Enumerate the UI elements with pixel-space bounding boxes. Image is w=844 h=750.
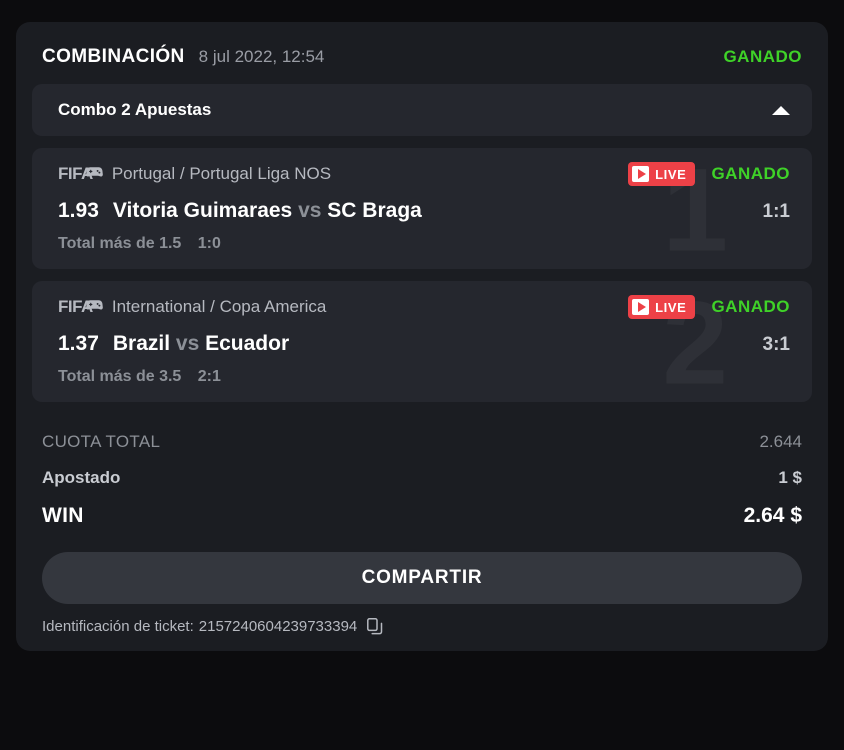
bet-status: GANADO <box>711 297 790 316</box>
fifa-icon: FIFA <box>58 164 103 184</box>
bet-teams: Vitoria Guimaraes vs SC Braga <box>113 199 422 223</box>
away-team: SC Braga <box>327 199 422 222</box>
fifa-wordmark: FIFA <box>58 164 93 183</box>
win-row: WIN 2.64 $ <box>42 496 802 536</box>
bet-status: GANADO <box>711 164 790 183</box>
bet-league: International / Copa America <box>111 297 327 316</box>
total-odds-value: 2.644 <box>759 432 802 451</box>
staked-value: 1 $ <box>778 468 802 487</box>
bet-odds: 1.93 <box>58 199 99 222</box>
gamepad-icon <box>86 165 103 183</box>
share-button-label: COMPARTIR <box>361 567 483 588</box>
ticket-id-label: Identificación de ticket: <box>42 618 194 635</box>
live-badge: LIVE <box>628 162 696 186</box>
ticket-id-row: Identificación de ticket: 21572406042397… <box>16 604 828 651</box>
bet-market-score: 2:1 <box>197 368 221 385</box>
share-button[interactable]: COMPARTIR <box>42 552 802 604</box>
staked-row: Apostado 1 $ <box>42 460 802 496</box>
combo-toggle-bar[interactable]: Combo 2 Apuestas <box>32 84 812 136</box>
live-label: LIVE <box>655 166 687 182</box>
ticket-type-label: COMBINACIÓN <box>42 46 185 67</box>
vs-label: vs <box>298 199 328 222</box>
bet-market-name: Total más de 1.5 <box>58 235 182 252</box>
ticket-summary: CUOTA TOTAL 2.644 Apostado 1 $ WIN 2.64 … <box>16 414 828 536</box>
ticket-id-value: 2157240604239733394 <box>198 618 358 635</box>
play-icon <box>632 299 650 315</box>
bet-selection: 1.37 Brazil vs Ecuador 3:1 <box>58 332 790 356</box>
chevron-up-icon[interactable] <box>772 105 790 115</box>
play-icon <box>632 166 650 182</box>
ticket-header: COMBINACIÓN 8 jul 2022, 12:54 GANADO <box>16 36 828 84</box>
live-label: LIVE <box>655 299 687 315</box>
bet-row[interactable]: 2 FIFA International / Copa Ameri <box>32 281 812 402</box>
bet-odds: 1.37 <box>58 332 99 355</box>
bet-market-name: Total más de 3.5 <box>58 368 182 385</box>
win-value: 2.64 $ <box>743 504 802 527</box>
away-team: Ecuador <box>205 332 290 355</box>
bet-header: FIFA Portugal / Portugal Liga NOS <box>58 162 790 186</box>
gamepad-icon <box>86 298 103 316</box>
bet-score: 3:1 <box>762 334 790 355</box>
home-team: Brazil <box>112 332 171 355</box>
home-team: Vitoria Guimaraes <box>112 199 293 222</box>
bet-league: Portugal / Portugal Liga NOS <box>111 164 332 183</box>
combo-label: Combo 2 Apuestas <box>58 100 212 119</box>
bet-selection: 1.93 Vitoria Guimaraes vs SC Braga 1:1 <box>58 199 790 223</box>
ticket-status-badge: GANADO <box>723 47 802 66</box>
win-label: WIN <box>42 504 84 527</box>
bet-market-row: Total más de 1.5 1:0 <box>58 235 790 253</box>
bet-teams: Brazil vs Ecuador <box>113 332 289 356</box>
bet-market-row: Total más de 3.5 2:1 <box>58 368 790 386</box>
staked-label: Apostado <box>42 468 121 487</box>
bet-market-score: 1:0 <box>197 235 221 252</box>
live-badge: LIVE <box>628 295 696 319</box>
bet-header: FIFA International / Copa America <box>58 295 790 319</box>
fifa-wordmark: FIFA <box>58 297 93 316</box>
fifa-icon: FIFA <box>58 297 103 317</box>
total-odds-label: CUOTA TOTAL <box>42 432 161 451</box>
bet-score: 1:1 <box>762 201 790 222</box>
vs-label: vs <box>175 332 206 355</box>
copy-icon[interactable] <box>367 618 383 635</box>
total-odds-row: CUOTA TOTAL 2.644 <box>42 424 802 460</box>
bet-row[interactable]: 1 FIFA Portugal / Portugal Liga N <box>32 148 812 269</box>
ticket-card: COMBINACIÓN 8 jul 2022, 12:54 GANADO Com… <box>16 22 828 651</box>
ticket-datetime: 8 jul 2022, 12:54 <box>198 47 325 66</box>
